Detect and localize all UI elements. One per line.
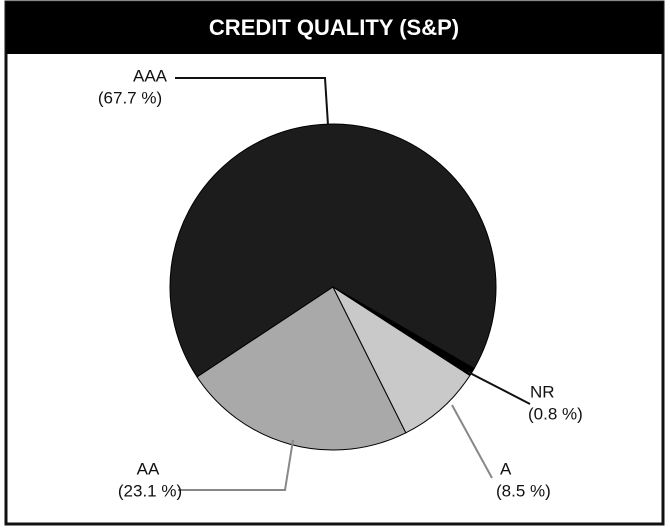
leader-line bbox=[467, 371, 531, 405]
value-label: (8.5 %) bbox=[496, 481, 551, 500]
title-bar bbox=[6, 2, 663, 54]
value-label: (23.1 %) bbox=[118, 481, 182, 500]
slice-label: A bbox=[500, 459, 512, 478]
slice-label: AA bbox=[137, 459, 160, 478]
chart-title: CREDIT QUALITY (S&P) bbox=[209, 15, 459, 40]
value-label: (67.7 %) bbox=[98, 88, 162, 107]
slice-label: AAA bbox=[133, 66, 168, 85]
value-label: (0.8 %) bbox=[528, 404, 583, 423]
labels: AAA (67.7 %) AA (23.1 %) A (8.5 %) NR (0.8 %) bbox=[98, 66, 583, 500]
leader-line bbox=[178, 439, 294, 491]
slice-label: NR bbox=[530, 382, 555, 401]
slice bbox=[331, 285, 471, 434]
pie bbox=[169, 123, 497, 451]
slice bbox=[332, 286, 475, 377]
leader-line bbox=[451, 404, 493, 479]
slice bbox=[196, 286, 407, 451]
leader-line bbox=[175, 77, 329, 126]
